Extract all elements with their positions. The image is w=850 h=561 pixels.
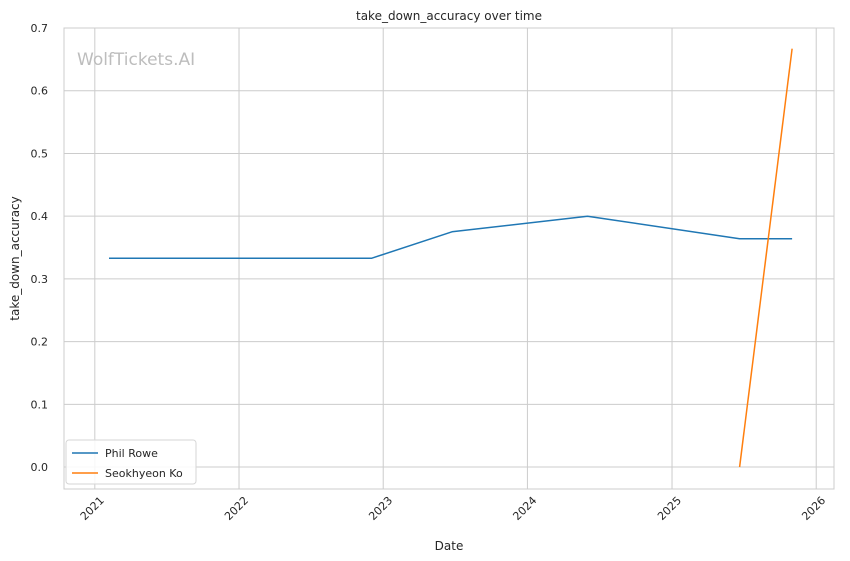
y-tick-label: 0.1 xyxy=(31,398,49,411)
y-tick-label: 0.2 xyxy=(31,336,49,349)
legend-box xyxy=(65,439,197,485)
y-tick-label: 0.5 xyxy=(31,147,49,160)
y-tick-label: 0.7 xyxy=(31,22,49,35)
y-axis-label: take_down_accuracy xyxy=(8,196,22,320)
legend-label-0: Phil Rowe xyxy=(105,447,158,460)
legend-label-1: Seokhyeon Ko xyxy=(105,467,183,480)
series-layer xyxy=(109,48,793,468)
y-tick-label: 0.0 xyxy=(31,461,49,474)
chart-title: take_down_accuracy over time xyxy=(356,9,542,23)
series-line-0 xyxy=(109,215,793,259)
x-axis-label: Date xyxy=(435,539,464,553)
series-line-1 xyxy=(738,48,793,468)
y-tick-label: 0.6 xyxy=(31,85,49,98)
legend: Phil Rowe Seokhyeon Ko xyxy=(65,439,197,485)
y-tick-label: 0.4 xyxy=(31,210,49,223)
plot-frame xyxy=(63,27,835,490)
y-tick-label: 0.3 xyxy=(31,273,49,286)
watermark: WolfTickets.AI xyxy=(77,50,195,70)
